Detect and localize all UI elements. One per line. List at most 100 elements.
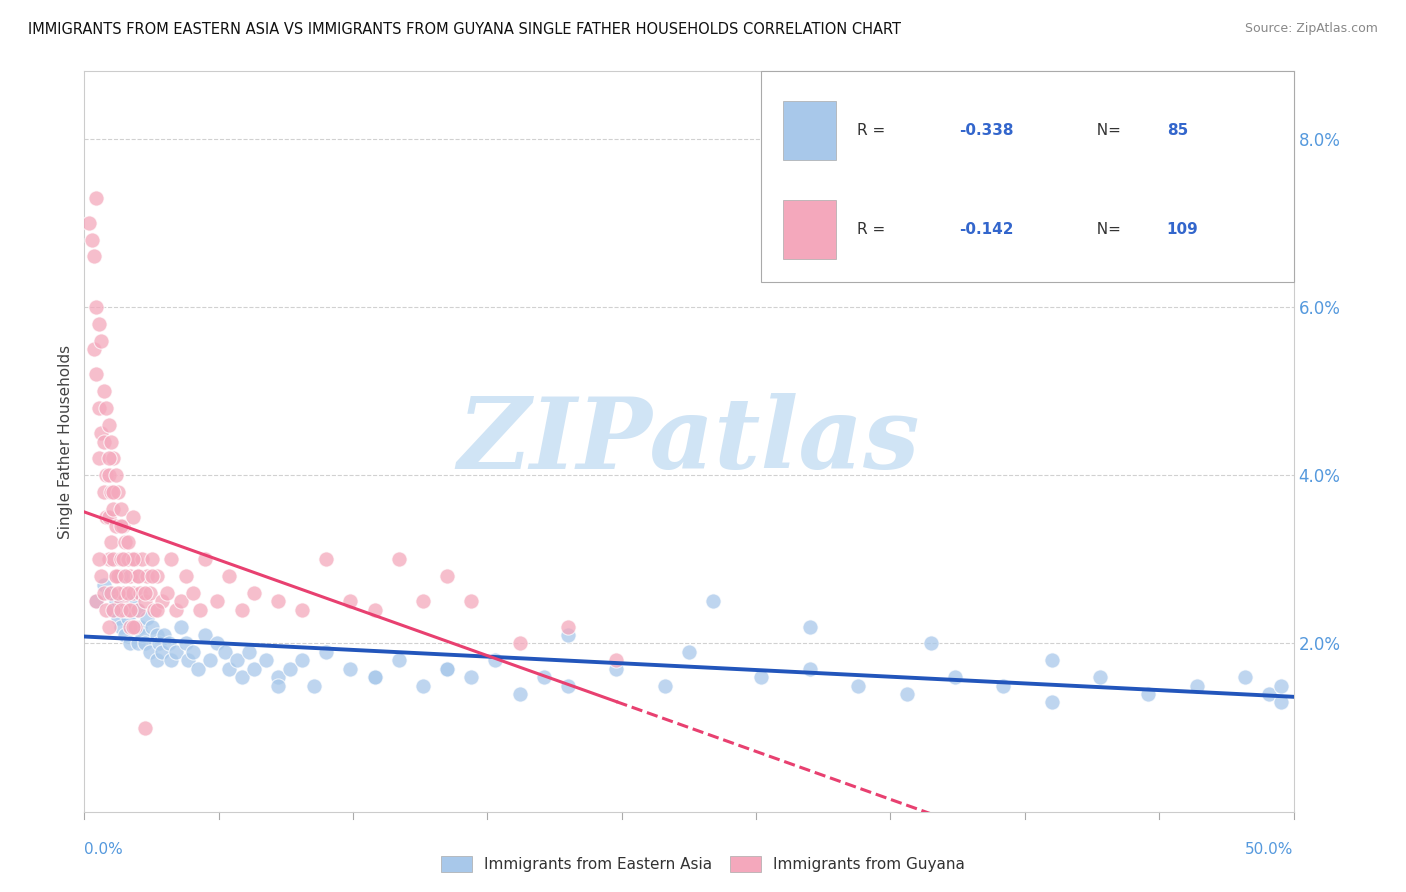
Point: [90, 569, 112, 583]
Point: [117, 552, 139, 566]
Point: [136, 569, 159, 583]
Point: [87, 317, 110, 331]
Point: [93, 485, 115, 500]
Point: [114, 603, 136, 617]
Point: [412, 594, 434, 608]
Point: [557, 628, 579, 642]
Point: [100, 485, 122, 500]
Point: [146, 603, 169, 617]
Point: [1234, 670, 1257, 684]
Point: [93, 586, 115, 600]
Point: [225, 653, 247, 667]
Point: [127, 603, 149, 617]
Point: [315, 645, 337, 659]
Point: [121, 619, 143, 633]
Point: [103, 603, 125, 617]
Point: [799, 619, 821, 633]
Point: [97, 468, 120, 483]
Point: [198, 653, 221, 667]
Point: [146, 628, 169, 642]
Text: 50.0%: 50.0%: [1246, 842, 1294, 857]
Point: [94, 401, 117, 415]
Point: [104, 594, 127, 608]
Point: [267, 670, 290, 684]
Point: [160, 552, 183, 566]
Point: [114, 569, 136, 583]
Point: [110, 501, 132, 516]
Point: [993, 679, 1015, 693]
Point: [97, 619, 120, 633]
Point: [80, 233, 103, 247]
Point: [103, 501, 125, 516]
Point: [110, 594, 132, 608]
Point: [846, 679, 869, 693]
Point: [124, 619, 146, 633]
Point: [654, 679, 676, 693]
Point: [207, 636, 229, 650]
Point: [131, 628, 153, 642]
Point: [134, 594, 156, 608]
Point: [436, 662, 458, 676]
Point: [533, 670, 555, 684]
Y-axis label: Single Father Households: Single Father Households: [58, 344, 73, 539]
Point: [110, 619, 132, 633]
Point: [242, 586, 264, 600]
Point: [190, 603, 212, 617]
Point: [103, 485, 125, 500]
Point: [86, 594, 108, 608]
Point: [120, 636, 142, 650]
Point: [127, 569, 149, 583]
Point: [1270, 695, 1292, 709]
Point: [302, 679, 325, 693]
Point: [146, 569, 169, 583]
Point: [86, 594, 108, 608]
Legend: Immigrants from Eastern Asia, Immigrants from Guyana: Immigrants from Eastern Asia, Immigrants…: [433, 848, 973, 880]
Point: [751, 670, 773, 684]
Point: [94, 510, 117, 524]
Point: [112, 552, 135, 566]
Point: [136, 611, 159, 625]
Point: [134, 586, 156, 600]
Point: [94, 603, 117, 617]
Point: [150, 594, 173, 608]
Point: [678, 645, 700, 659]
Point: [267, 594, 290, 608]
Point: [93, 384, 115, 398]
Point: [93, 577, 115, 591]
Point: [160, 653, 183, 667]
Point: [103, 451, 125, 466]
Point: [104, 518, 127, 533]
Point: [86, 190, 108, 204]
Point: [291, 653, 314, 667]
Point: [799, 662, 821, 676]
Point: [146, 653, 169, 667]
Point: [187, 662, 209, 676]
Point: [103, 552, 125, 566]
Point: [121, 586, 143, 600]
Point: [114, 535, 136, 549]
Point: [557, 679, 579, 693]
Point: [170, 619, 193, 633]
Text: R =: R =: [858, 123, 890, 137]
Point: [1040, 653, 1063, 667]
Point: [165, 645, 187, 659]
Text: -0.142: -0.142: [959, 221, 1014, 236]
Point: [124, 552, 146, 566]
Point: [165, 603, 187, 617]
Point: [97, 552, 120, 566]
Point: [155, 586, 177, 600]
Point: [110, 518, 132, 533]
Point: [93, 434, 115, 449]
Point: [112, 518, 135, 533]
Point: [157, 636, 180, 650]
Point: [1137, 687, 1160, 701]
Point: [484, 653, 506, 667]
Point: [100, 586, 122, 600]
Point: [87, 401, 110, 415]
Point: [112, 603, 135, 617]
Point: [141, 569, 163, 583]
Point: [110, 552, 132, 566]
Point: [242, 662, 264, 676]
Point: [97, 510, 120, 524]
Point: [134, 721, 156, 735]
